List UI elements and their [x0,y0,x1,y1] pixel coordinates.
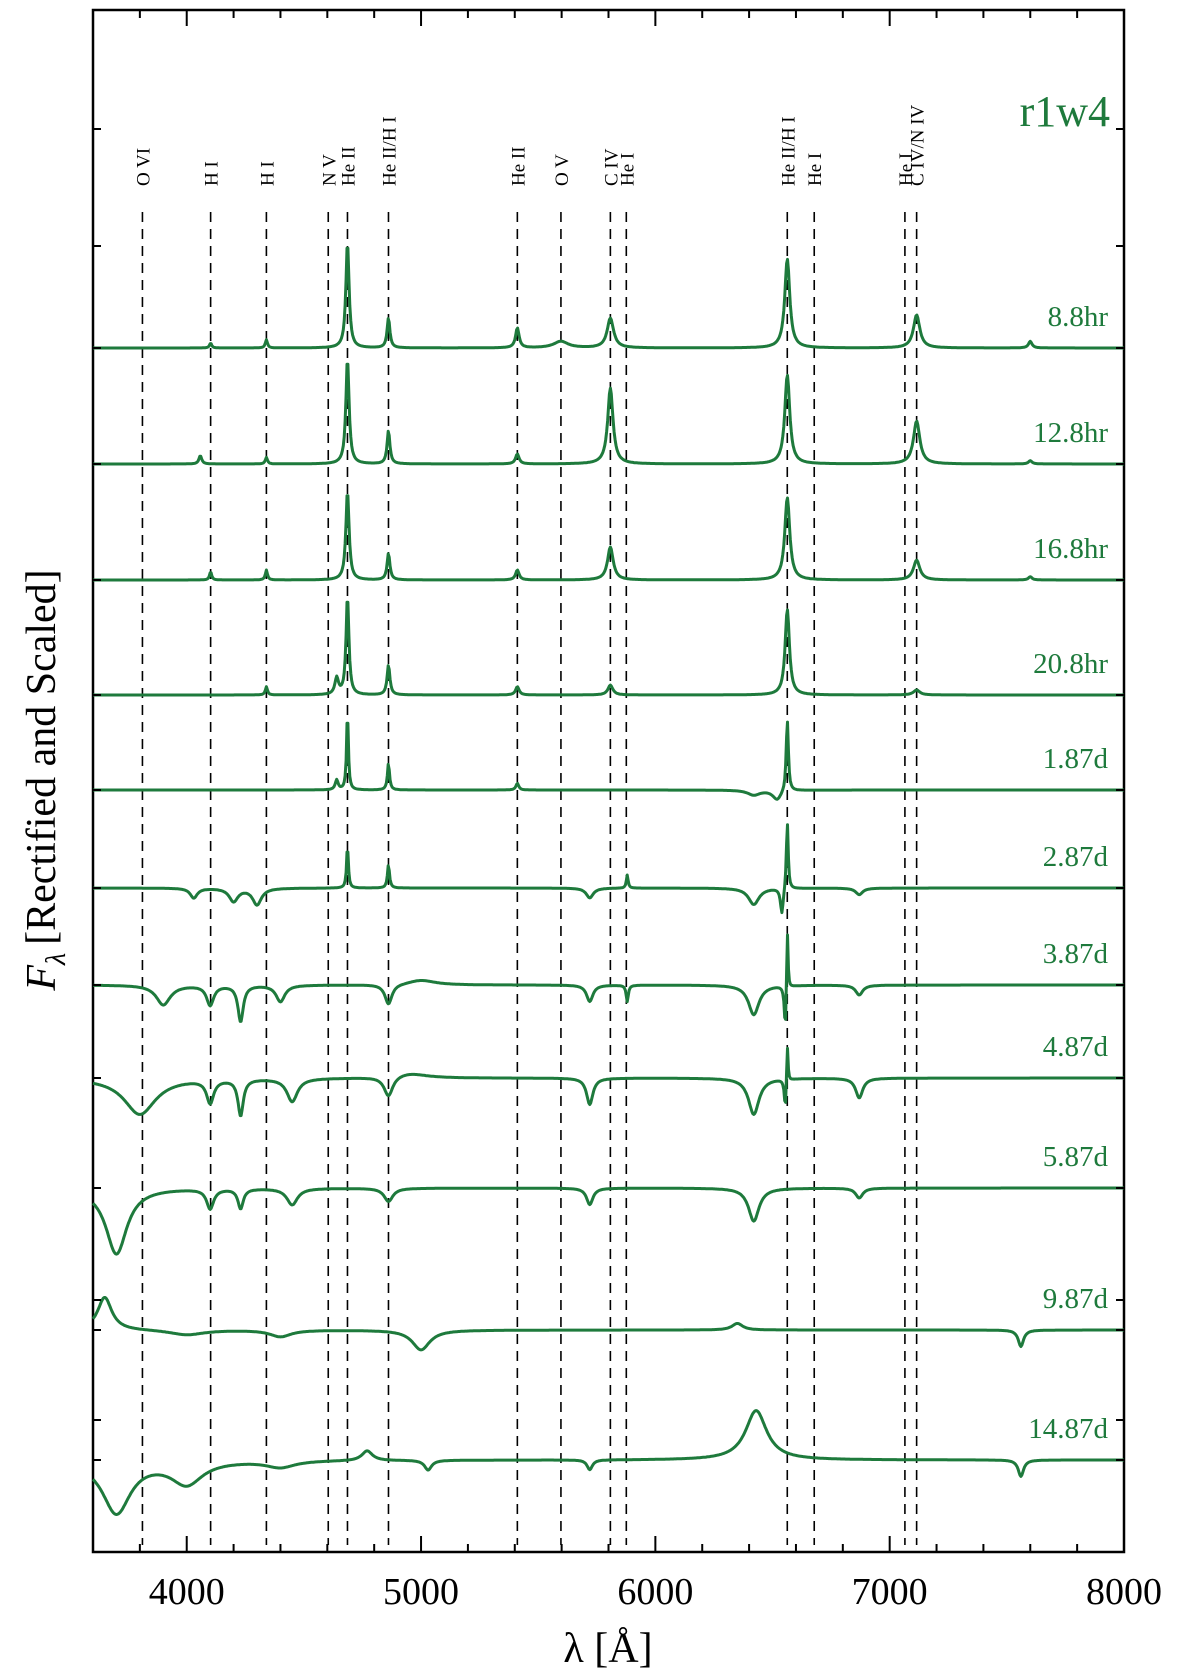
series-layer: 8.8hr 12.8hr 16.8hr 20.8hr 1.87d 2.87d 3.87d 4.… [91,246,1125,1516]
spectrum-line [91,1186,1125,1256]
svg-text:Fλ[Rectified and Scaled]: Fλ [Rectified and Scaled] [19,569,72,991]
line-marker-label: H I [202,161,223,186]
x-axis-title-text: λ [Å] [563,1626,652,1672]
line-marker-label: C IV/N IV [908,104,929,186]
line-marker-label: He I [805,153,826,186]
line-marker-label: H I [257,161,278,186]
plot-frame [91,8,1126,1554]
line-marker-label: He I [617,153,638,186]
line-marker-label: He II [508,146,529,186]
spectrum-line [92,720,1125,801]
spectrum-line [91,1296,1125,1352]
x-tick-label: 4000 [149,1571,225,1613]
spectrum-line [92,1046,1125,1118]
x-tick-label: 5000 [383,1571,459,1613]
line-marker-label: He I [896,153,917,186]
epoch-label: 9.87d [1043,1283,1109,1315]
line-marker-label: He II/H I [379,116,400,186]
line-marker-label: C IV [601,148,622,186]
spectrum-line [92,362,1125,466]
x-axis-title: λ [Å] [563,1626,652,1672]
tick-layer: 4000 5000 6000 7000 8000 [92,10,1162,1613]
y-axis-title-symbol: F [19,965,65,992]
epoch-label: 2.87d [1043,841,1109,873]
line-marker-label: He II/H I [778,116,799,186]
epoch-label: 1.87d [1043,743,1109,775]
epoch-label: 8.8hr [1048,301,1109,333]
epoch-label: 12.8hr [1033,417,1108,449]
line-marker-label: He II [338,146,359,186]
svg-text:λ [Å]: λ [Å] [563,1626,652,1672]
x-tick-label: 6000 [617,1571,693,1613]
spectrum-line [92,600,1125,697]
epoch-label: 16.8hr [1033,533,1108,565]
x-tick-label: 7000 [852,1571,928,1613]
y-axis-title-subscript: λ [41,953,72,966]
epoch-label: 20.8hr [1033,648,1108,680]
epoch-label: 5.87d [1043,1141,1109,1173]
model-label: r1w4 [1020,87,1110,136]
epoch-label: 4.87d [1043,1031,1109,1063]
line-marker-label: N V [319,154,340,186]
spectrum-line [92,933,1125,1023]
spectrum-line [92,494,1125,582]
y-axis-title: Fλ [Rectified and Scaled] [19,569,72,991]
x-tick-label: 8000 [1086,1571,1162,1613]
spectrum-line [92,246,1125,350]
epoch-label: 14.87d [1028,1413,1108,1445]
line-marker-label: O V [552,154,573,186]
epoch-label: 3.87d [1043,938,1109,970]
spectrum-line [91,1409,1125,1516]
spectrum-line [92,823,1125,915]
y-axis-title-text: [Rectified and Scaled] [19,569,65,945]
line-marker-label: O VI [133,148,154,186]
